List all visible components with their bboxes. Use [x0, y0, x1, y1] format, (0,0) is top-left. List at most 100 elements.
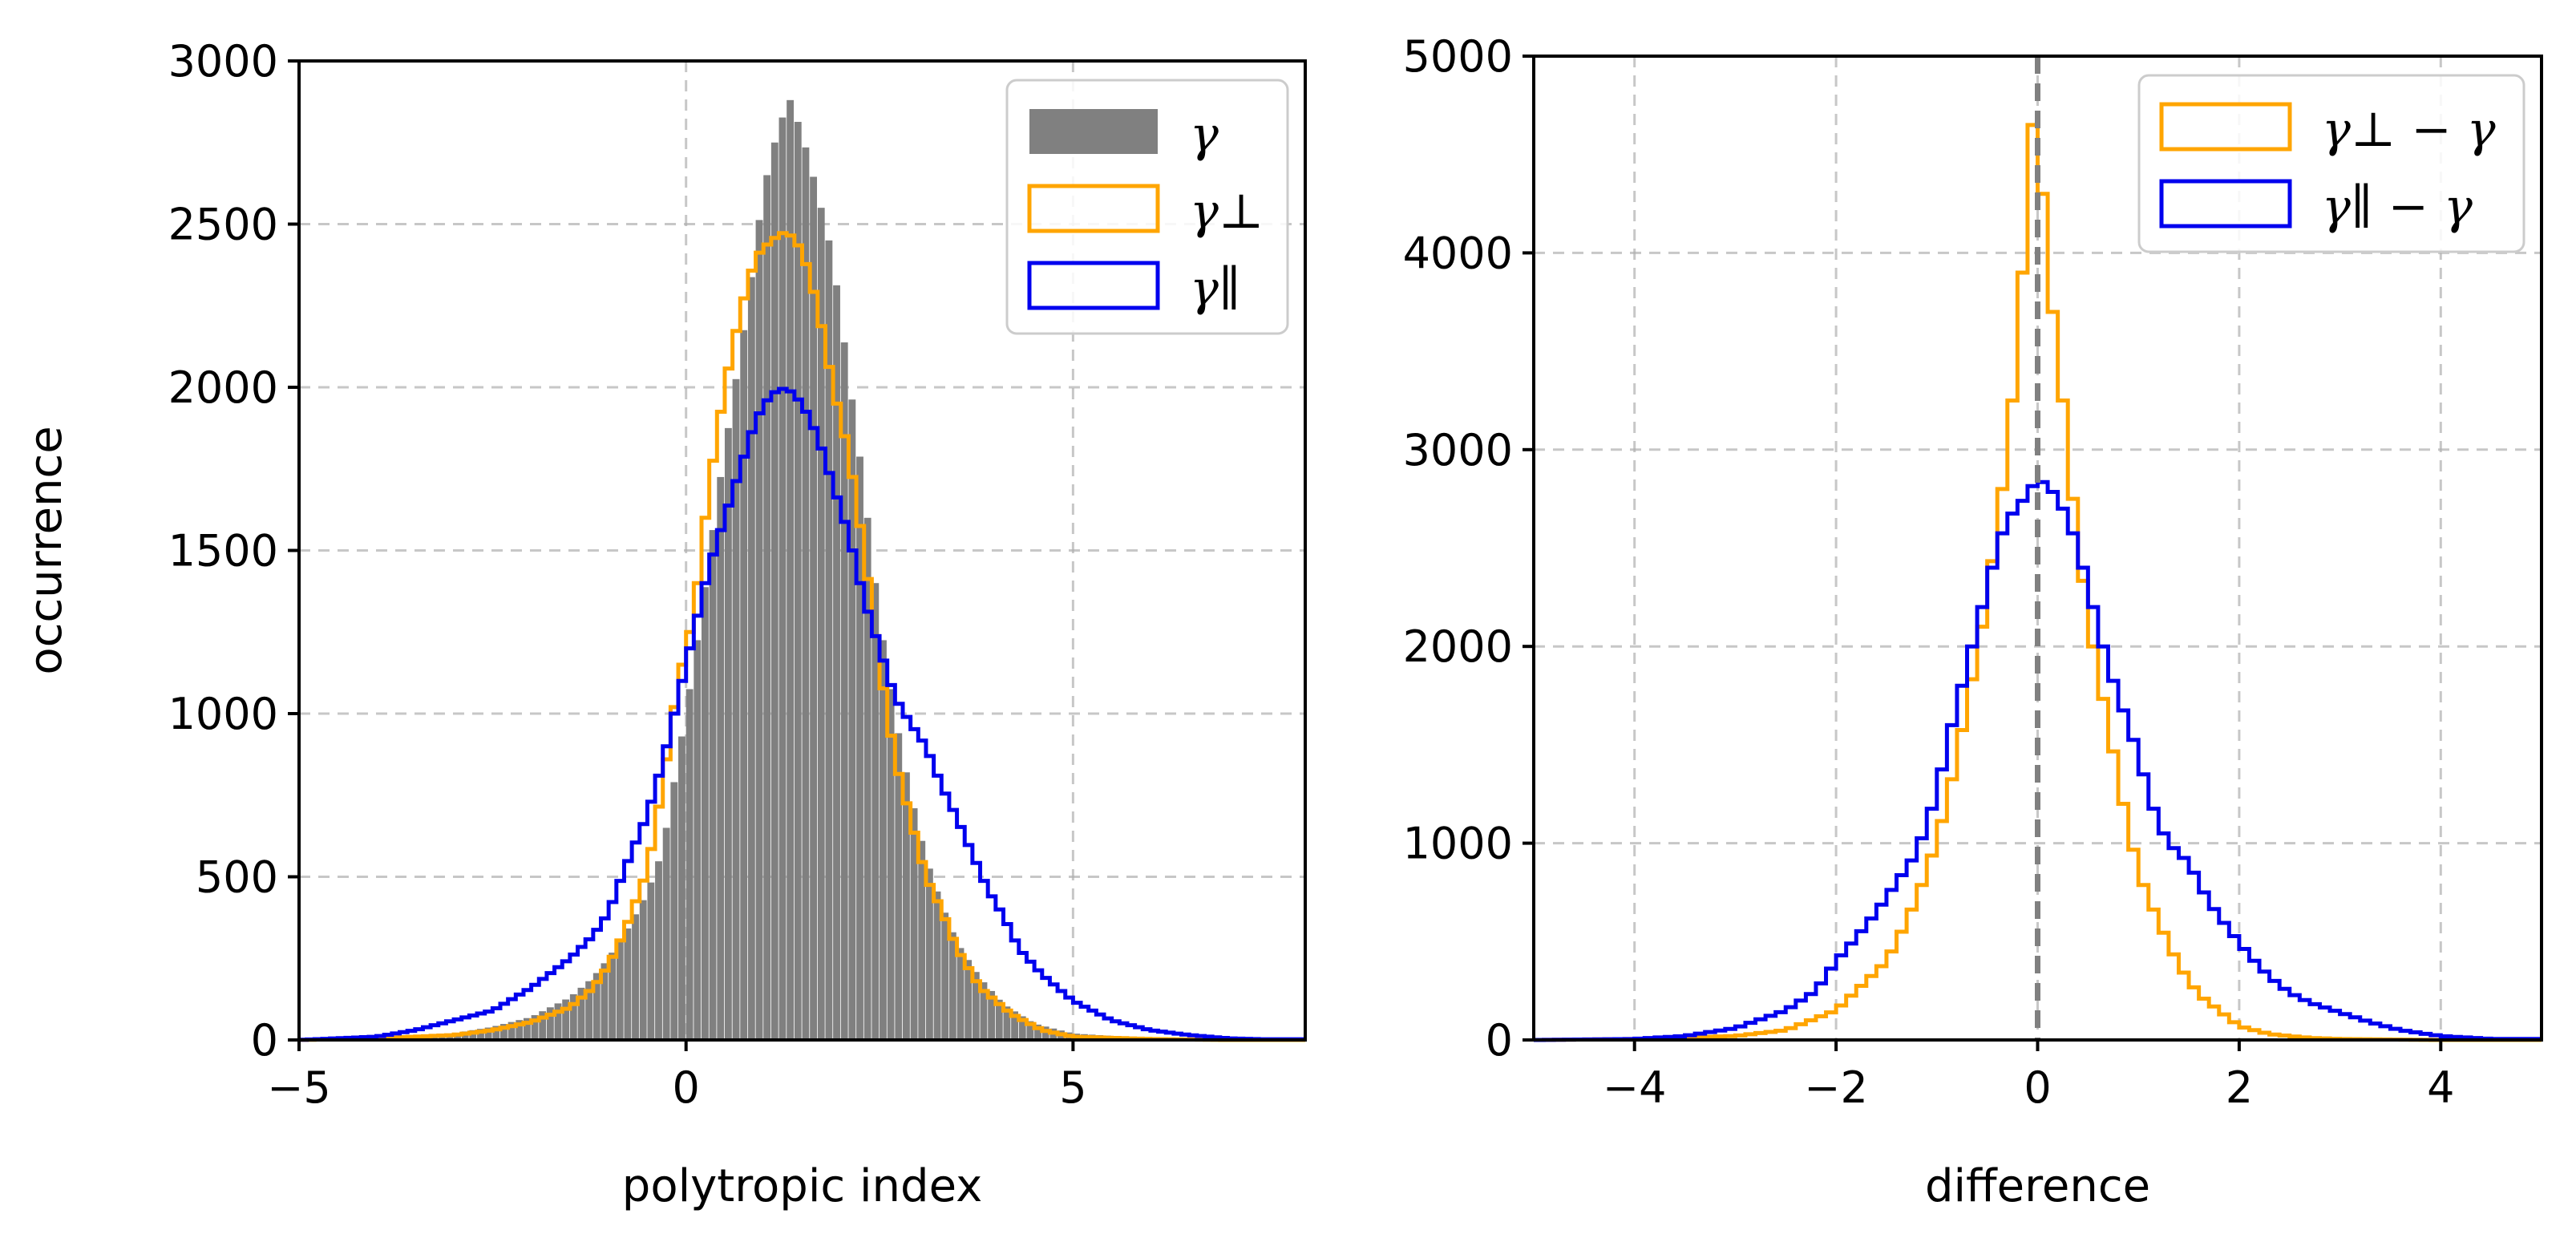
gamma-bar: [577, 987, 585, 1040]
right-histogram-panel: −4 −2 0 2 4 0 1000 2000 3000 4000 5000 difference…: [1403, 31, 2543, 1212]
gamma-bar: [702, 587, 709, 1040]
gamma-bar: [825, 240, 833, 1041]
gamma-bar: [717, 476, 725, 1040]
gamma-bar: [477, 1029, 484, 1040]
gamma-bar: [609, 953, 617, 1040]
y-tick-label: 3000: [168, 36, 278, 87]
gamma-bar: [678, 736, 685, 1040]
gamma-bar: [670, 782, 678, 1040]
y-tick-label: 0: [1486, 1015, 1513, 1066]
gamma-bar: [956, 948, 964, 1040]
legend-label: γ⊥ − γ: [2322, 102, 2496, 158]
gamma-bar: [763, 175, 771, 1041]
x-tick-label: 2: [2226, 1062, 2253, 1113]
legend-label: γ∥: [1190, 261, 1241, 317]
gamma-bar: [709, 530, 717, 1040]
gamma-bar: [848, 399, 856, 1040]
gamma-bar: [655, 861, 662, 1040]
gamma-bar: [833, 285, 840, 1040]
gamma-bar: [585, 981, 593, 1040]
legend-swatch-step: [2159, 179, 2292, 229]
gamma-bar: [469, 1030, 477, 1040]
gamma-bar: [980, 982, 988, 1040]
left-y-ticks: 0 500 1000 1500 2000 2500 3000: [168, 36, 299, 1066]
right-legend: γ⊥ − γ γ∥ − γ: [2137, 74, 2525, 253]
gamma-bar: [562, 999, 570, 1040]
gamma-bar: [810, 176, 818, 1041]
gamma-bar: [662, 827, 670, 1040]
gamma-bar: [569, 994, 577, 1040]
gamma-bar: [685, 689, 694, 1040]
right-x-ticks: −4 −2 0 2 4: [1603, 1040, 2454, 1113]
gamma-bar: [863, 517, 871, 1040]
gamma-bar: [724, 427, 732, 1040]
legend-swatch-filled: [1029, 109, 1158, 154]
left-y-axis-label: occurrence: [20, 426, 72, 674]
x-tick-label: −5: [267, 1062, 331, 1113]
gamma-bar: [546, 1007, 554, 1040]
gamma-bar: [592, 973, 601, 1040]
left-step-lines: [299, 231, 1305, 1042]
y-tick-label: 5000: [1403, 31, 1513, 82]
y-tick-label: 4000: [1403, 228, 1513, 278]
gamma-bar: [616, 941, 624, 1040]
step-line-1: [1534, 479, 2542, 1042]
gamma-bar: [554, 1003, 562, 1040]
gamma-bar: [508, 1022, 516, 1040]
gamma-bar: [539, 1011, 547, 1040]
gamma-bar: [484, 1027, 492, 1040]
y-tick-label: 1000: [1403, 819, 1513, 869]
gamma-bar: [817, 208, 825, 1040]
x-tick-label: −4: [1603, 1062, 1667, 1113]
y-tick-label: 2000: [168, 362, 278, 413]
left-gamma-bars: [306, 99, 1305, 1041]
gamma-bar: [856, 456, 863, 1040]
x-tick-label: 5: [1059, 1062, 1086, 1113]
gamma-bar: [747, 277, 755, 1040]
gamma-bar: [910, 808, 918, 1040]
left-legend: γ γ⊥ γ∥: [1005, 79, 1289, 335]
y-tick-label: 0: [251, 1015, 278, 1066]
left-x-ticks: −5 0 5: [267, 1040, 1087, 1113]
gamma-bar: [933, 891, 941, 1040]
gamma-bar: [1026, 1021, 1034, 1040]
x-tick-label: 0: [2024, 1062, 2051, 1113]
gamma-bar: [492, 1026, 500, 1040]
step-line-2: [299, 386, 1305, 1042]
gamma-bar: [880, 640, 887, 1040]
gamma-bar: [647, 882, 655, 1040]
gamma-bar: [787, 99, 795, 1041]
gamma-bar: [1034, 1024, 1041, 1040]
gamma-bar: [802, 147, 810, 1041]
x-tick-label: 4: [2427, 1062, 2454, 1113]
gamma-bar: [694, 640, 702, 1040]
y-tick-label: 2000: [1403, 621, 1513, 672]
gamma-bar: [925, 868, 933, 1040]
gamma-bar: [1003, 1006, 1011, 1040]
legend-label: γ∥ − γ: [2322, 179, 2473, 235]
gamma-bar: [639, 900, 647, 1040]
gamma-bar: [840, 342, 848, 1041]
x-tick-label: −2: [1804, 1062, 1868, 1113]
y-tick-label: 500: [196, 852, 278, 903]
gamma-bar: [995, 999, 1003, 1040]
x-tick-label: 0: [673, 1062, 700, 1113]
step-line-1: [299, 231, 1305, 1042]
y-tick-label: 3000: [1403, 425, 1513, 475]
gamma-bar: [755, 220, 763, 1041]
right-y-ticks: 0 1000 2000 3000 4000 5000: [1403, 31, 1534, 1066]
gamma-bar: [632, 914, 639, 1040]
gamma-bar: [903, 772, 910, 1040]
gamma-bar: [624, 928, 632, 1040]
gamma-bar: [778, 117, 787, 1041]
legend-swatch-step: [1027, 184, 1160, 233]
legend-label: γ⊥: [1190, 184, 1264, 240]
gamma-bar: [972, 972, 980, 1040]
legend-swatch-step: [1027, 261, 1160, 310]
gamma-bar: [918, 840, 926, 1040]
y-tick-label: 1500: [168, 526, 278, 577]
gamma-bar: [941, 912, 949, 1040]
gamma-bar: [988, 990, 996, 1040]
left-x-axis-label: polytropic index: [622, 1160, 982, 1212]
